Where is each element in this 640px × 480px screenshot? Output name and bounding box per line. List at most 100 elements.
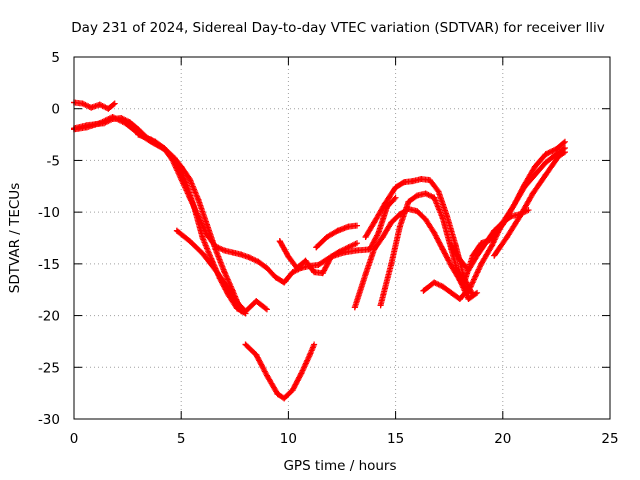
x-tick-label: 0 xyxy=(70,431,79,447)
x-tick-label: 20 xyxy=(494,431,511,447)
series-6 xyxy=(242,341,318,402)
data-point xyxy=(233,299,240,306)
data-point xyxy=(362,271,369,278)
data-point xyxy=(516,213,523,220)
data-point xyxy=(109,113,116,120)
data-point xyxy=(221,247,228,254)
data-point xyxy=(555,153,562,160)
data-point xyxy=(253,298,260,305)
data-point xyxy=(474,289,481,296)
data-point xyxy=(542,171,549,178)
data-point xyxy=(426,177,433,184)
y-axis-label: SDTVAR / TECUs xyxy=(7,183,23,293)
data-point xyxy=(83,124,90,131)
data-point xyxy=(111,100,118,107)
data-point xyxy=(186,176,193,183)
data-point xyxy=(225,285,232,292)
data-point xyxy=(456,296,463,303)
data-point xyxy=(263,264,270,271)
data-point xyxy=(362,233,369,240)
data-point xyxy=(392,184,399,191)
data-point xyxy=(345,223,352,230)
data-point xyxy=(478,260,485,267)
data-point xyxy=(439,283,446,290)
data-point xyxy=(345,244,352,251)
data-point xyxy=(392,194,399,201)
data-point xyxy=(195,196,202,203)
data-points xyxy=(71,99,568,402)
data-point xyxy=(418,176,425,183)
data-point xyxy=(531,163,538,170)
x-tick-label: 10 xyxy=(280,431,297,447)
data-point xyxy=(414,208,421,215)
data-point xyxy=(510,202,517,209)
series-5 xyxy=(173,227,270,315)
data-point xyxy=(293,264,300,271)
data-point xyxy=(354,240,361,247)
data-point xyxy=(465,267,472,274)
chart-title: Day 231 of 2024, Sidereal Day-to-day VTE… xyxy=(71,20,604,36)
data-point xyxy=(328,253,335,260)
data-point xyxy=(274,391,281,398)
data-point xyxy=(491,252,498,259)
data-point xyxy=(221,268,228,275)
data-point xyxy=(379,233,386,240)
data-point xyxy=(199,235,206,241)
data-point xyxy=(439,215,446,222)
data-point xyxy=(148,136,155,143)
data-point xyxy=(431,229,438,236)
data-point xyxy=(319,270,326,277)
x-axis-label: GPS time / hours xyxy=(283,458,396,474)
plot-frame xyxy=(73,56,611,420)
data-point xyxy=(381,200,388,207)
data-point xyxy=(531,171,538,178)
data-point xyxy=(122,120,129,127)
data-point xyxy=(388,260,395,267)
data-point xyxy=(456,256,463,263)
y-tick-label: -25 xyxy=(38,360,60,376)
data-point xyxy=(96,120,103,127)
data-trail xyxy=(388,225,403,267)
data-point xyxy=(448,289,455,296)
data-point xyxy=(542,159,549,166)
data-point xyxy=(377,302,384,309)
data-point xyxy=(323,233,330,240)
data-point xyxy=(431,279,438,286)
data-point xyxy=(354,247,361,254)
data-point xyxy=(229,249,236,256)
data-point xyxy=(491,227,498,234)
data-point xyxy=(105,105,112,112)
data-point xyxy=(561,149,568,156)
data-point xyxy=(212,267,219,274)
data-point xyxy=(161,145,168,152)
data-point xyxy=(371,219,378,226)
data-point xyxy=(336,248,343,255)
data-point xyxy=(499,219,506,226)
data-point xyxy=(561,138,568,145)
grid-lines xyxy=(74,57,610,419)
data-point xyxy=(452,264,459,271)
data-point xyxy=(482,240,489,247)
data-point xyxy=(311,269,318,276)
data-point xyxy=(542,151,549,158)
data-point xyxy=(173,227,180,234)
data-point xyxy=(203,221,210,228)
data-point xyxy=(388,219,395,226)
data-point xyxy=(96,101,103,108)
data-point xyxy=(281,279,288,286)
data-point xyxy=(186,238,193,245)
series-9 xyxy=(351,206,472,311)
data-point xyxy=(315,261,322,268)
series-15 xyxy=(491,149,568,259)
data-point xyxy=(285,253,292,260)
data-point xyxy=(298,370,305,377)
data-point xyxy=(474,252,481,259)
data-point xyxy=(508,213,515,220)
data-point xyxy=(351,304,358,311)
data-point xyxy=(253,351,260,358)
series-2 xyxy=(71,115,399,286)
data-point xyxy=(375,229,382,236)
data-point xyxy=(409,178,416,185)
data-point xyxy=(396,211,403,218)
data-point xyxy=(171,155,178,162)
